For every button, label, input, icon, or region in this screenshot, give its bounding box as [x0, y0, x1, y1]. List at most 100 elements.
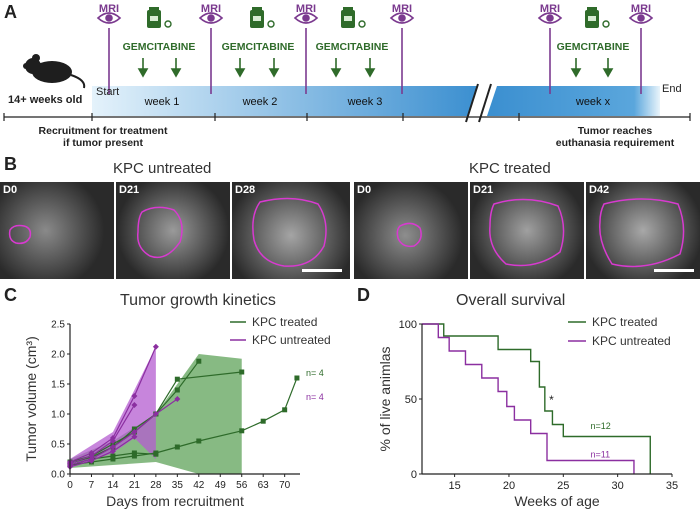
data-point-treated [110, 453, 116, 459]
mri-image-treated-d0: D0 [354, 182, 468, 279]
gemcitabine-label: GEMCITABINE [122, 41, 196, 53]
data-point-treated [174, 387, 180, 393]
panel-a-letter: A [4, 2, 17, 22]
age-label: 14+ weeks old [8, 94, 83, 106]
y-axis-label: Tumor volume (cm³) [23, 336, 39, 462]
data-point-treated [110, 456, 116, 462]
n-label-untreated: n=11 [590, 450, 610, 460]
mri-label: MRI [295, 3, 317, 15]
x-tick-label: 14 [107, 480, 119, 491]
data-point-untreated [88, 457, 95, 464]
survival-chart: 15 20 25 30 35 0 50 100 Weeks of age % of live an… [377, 315, 678, 509]
scale-bar [302, 269, 342, 272]
eye-icon [96, 12, 122, 94]
series-line-untreated [69, 398, 178, 466]
x-tick-label: 7 [89, 480, 95, 491]
x-tick-label: 42 [193, 480, 205, 491]
data-point-untreated [152, 411, 159, 417]
mri-image-treated-d21: D21 [470, 182, 584, 279]
drug-markers [137, 7, 614, 78]
recruitment-line-1: Recruitment for treatment [38, 125, 168, 137]
y-tick-label: 0.5 [51, 440, 65, 451]
day-label: D0 [3, 184, 18, 196]
eye-icon [198, 12, 224, 94]
data-point-untreated [109, 438, 116, 444]
mri-image-untreated-d21: D21 [116, 182, 230, 279]
data-point-untreated [109, 448, 116, 455]
pill-bottle-icon [147, 7, 172, 28]
x-tick-label: 28 [150, 480, 162, 491]
week-label: week 3 [347, 96, 383, 108]
timeline-bar-left [92, 86, 478, 116]
day-label: D21 [119, 184, 140, 196]
start-label: Start [96, 86, 120, 98]
euthanasia-note: Tumor reaches euthanasia requirement [545, 125, 685, 149]
day-label: D21 [473, 184, 494, 196]
data-point-treated [174, 444, 180, 450]
treated-group-title: KPC treated [469, 160, 551, 177]
data-point-treated [196, 358, 202, 364]
tumor-outline [489, 198, 565, 267]
eye-icon [537, 12, 563, 94]
eye-icon [389, 12, 415, 94]
timeline-ticks [3, 113, 691, 121]
y-tick-label: 2.5 [51, 320, 65, 331]
y-tick-label: 0.0 [51, 470, 65, 481]
x-tick-label: 56 [236, 480, 248, 491]
recruitment-line-2: if tumor present [63, 137, 143, 149]
legend-label-untreated: KPC untreated [592, 334, 671, 348]
n-label-untreated: n= 4 [306, 392, 324, 402]
data-point-treated [282, 407, 288, 413]
gemcitabine-label: GEMCITABINE [315, 41, 389, 53]
x-tick-label: 35 [172, 480, 184, 491]
y-tick-label: 1.5 [51, 380, 65, 391]
gemcitabine-label: GEMCITABINE [221, 41, 295, 53]
y-tick-label: 100 [399, 319, 417, 331]
x-tick-label: 63 [258, 480, 270, 491]
data-point-treated [174, 376, 180, 382]
panel-b-letter: B [4, 154, 17, 174]
mri-image-treated-d42: D42 [586, 182, 700, 279]
data-point-treated [239, 428, 245, 434]
x-tick-label: 49 [215, 480, 227, 491]
tumor-outline [252, 197, 342, 272]
legend-label-untreated: KPC untreated [252, 333, 331, 347]
euthanasia-line-1: Tumor reaches [577, 125, 653, 137]
data-point-treated [239, 369, 245, 375]
tumor-outline [599, 198, 694, 272]
end-label: End [662, 83, 682, 95]
data-point-treated [294, 375, 300, 381]
euthanasia-line-2: euthanasia requirement [555, 137, 675, 149]
mri-label: MRI [98, 3, 120, 15]
n-label-treated: n=12 [590, 421, 610, 431]
x-tick-label: 30 [612, 480, 624, 492]
x-tick-label: 15 [448, 480, 460, 492]
significance-marker: * [549, 393, 554, 407]
x-tick-label: 35 [666, 480, 678, 492]
survival-chart-title: Overall survival [456, 292, 566, 309]
y-tick-label: 2.0 [51, 350, 65, 361]
mouse-icon [23, 54, 86, 89]
data-point-untreated [152, 343, 159, 350]
eye-icon [628, 12, 654, 94]
x-axis-label: Weeks of age [514, 493, 600, 509]
pill-bottle-icon [250, 7, 275, 28]
mri-label: MRI [630, 3, 652, 15]
mri-label: MRI [539, 3, 561, 15]
legend-label-treated: KPC treated [252, 315, 317, 329]
series-line-untreated [69, 404, 135, 464]
week-label: week 1 [144, 96, 180, 108]
pill-bottle-icon [341, 7, 366, 28]
mri-image-untreated-d28: D28 [232, 182, 350, 279]
tumor-outline [137, 206, 183, 259]
down-arrow-icons [137, 58, 614, 78]
n-label-treated: n= 4 [306, 368, 324, 378]
x-tick-label: 20 [503, 480, 515, 492]
mri-image-untreated-d0: D0 [0, 182, 114, 279]
x-tick-label: 21 [129, 480, 141, 491]
pill-bottle-icon [585, 7, 610, 28]
x-axis-label: Days from recruitment [106, 493, 244, 509]
day-label: D0 [357, 184, 372, 196]
mri-markers [96, 12, 654, 94]
data-point-treated [131, 450, 137, 456]
